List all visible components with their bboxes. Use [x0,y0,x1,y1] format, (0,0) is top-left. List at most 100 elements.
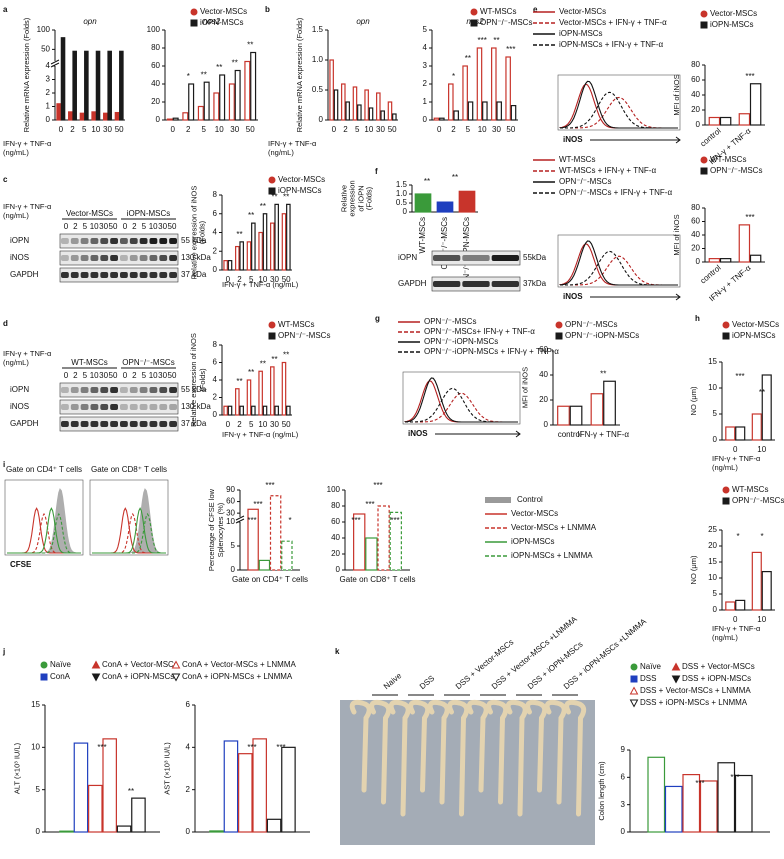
bar [235,245,240,271]
x-tick-label: 2 [186,125,191,134]
chart-title: nos2 [203,17,221,26]
bar [72,50,77,121]
legend-label: OPN⁻/⁻-MSCs [424,317,476,326]
y-axis-label: Relative expression of iOPN (Folds) [340,180,374,217]
y-tick-label: 2 [186,785,191,794]
bar [116,825,132,833]
flow-axis-arrow [590,293,681,301]
blot-band [169,421,177,427]
y-tick-label: 0 [696,257,701,266]
legend-label: Naïve [640,662,661,671]
y-tick-label: 2 [423,79,428,88]
colon [466,699,489,793]
bar [131,797,146,833]
legend-marker [722,332,730,340]
y-tick-label: 8 [213,190,218,199]
bar [252,738,267,833]
bar [228,83,235,121]
bar [209,830,224,833]
significance: ** [232,59,238,68]
y-tick-label: 0 [403,207,408,216]
blot-band [169,404,177,410]
label-box: IFN-γ + TNF-α (ng/mL) [3,140,51,156]
blot-lane: 5 [83,371,88,380]
legend-label: iOPN-MSCs [278,186,322,195]
bar [262,405,268,416]
bar [738,224,751,263]
y-tick-label: 0.5 [396,198,408,207]
blot-lane: 30 [99,222,108,231]
legend-label: OPN⁻/⁻-MSCs+ IFN-γ + TNF-α [424,327,535,336]
y-tick-label: 3 [46,75,51,84]
y-tick-label: 50 [41,44,50,53]
blot-band [139,421,148,427]
significance: * [736,532,739,541]
y-axis-label: Relative mRNA expression (Folds) [23,17,31,133]
colon [388,699,411,817]
legend-marker [671,662,681,671]
significance: ** [493,36,499,45]
blot-lane: 50 [109,222,118,231]
legend-label: DSS + iOPN-MSCs + LNMMA [640,698,748,707]
x-tick-label: 0 [733,615,738,624]
y-tick-label: 10 [31,742,40,751]
legend-marker [470,8,478,16]
significance: ** [759,388,765,397]
blot-group: OPN⁻/⁻-MSCs [122,358,174,367]
blot-band [110,421,118,427]
blot-protein: iOPN [10,236,29,245]
x-tick-label: 0 [171,125,176,134]
legend-label: OPN⁻/⁻-MSCs [480,18,532,27]
blot-band [61,255,69,261]
blot-protein: GAPDH [10,419,39,428]
y-tick-label: 8 [213,340,218,349]
y-tick-label: 60 [691,217,700,226]
bar [197,105,204,121]
y-tick-label: 10 [708,383,717,392]
x-tick-label: control [698,263,722,285]
flow-axis-arrow [590,136,681,144]
significance: ** [236,377,242,386]
y-tick-label: 100 [327,485,341,494]
axis-break-mark [235,515,245,521]
label-box: Relative mRNA expression (Folds) [23,17,31,133]
bar [719,116,732,126]
colon [544,699,567,805]
bar [458,190,476,213]
y-tick-label: 0 [213,265,218,274]
significance: *** [365,500,374,509]
y-tick-label: 15 [31,700,40,709]
photo-label: Naive [382,671,404,691]
x-tick-label: 50 [282,420,291,429]
y-tick-label: 0 [36,827,41,836]
x-tick-label: 50 [115,125,124,134]
significance: *** [373,481,382,490]
x-tick-label: 0 [332,125,337,134]
blot-band [70,387,79,393]
y-tick-label: 60 [539,345,548,354]
x-tick-label: control [698,126,722,148]
significance: *** [735,372,744,381]
x-tick-label: 2 [237,420,242,429]
flow-frame [89,479,169,556]
y-tick-label: 60 [331,517,340,526]
blot-band [100,404,109,410]
bar [557,405,570,426]
blot-size: 55 kDa [181,236,207,245]
blot-lane: 30 [99,371,108,380]
blot-band [129,238,138,244]
blot-band [491,255,519,261]
bar [717,762,736,833]
bar [751,551,762,611]
bar [377,505,390,571]
bar [103,112,108,121]
y-tick-label: 20 [331,549,340,558]
bar [270,222,275,271]
blot-band [90,387,99,393]
legend-marker [268,321,276,329]
photo-label: DSS + Vector-MSCs [454,638,515,692]
legend-marker [190,19,198,27]
label-box: IFN-γ + TNF-α (ng/mL) [712,455,760,471]
legend-marker [91,660,101,669]
flow-histogram [560,96,678,129]
